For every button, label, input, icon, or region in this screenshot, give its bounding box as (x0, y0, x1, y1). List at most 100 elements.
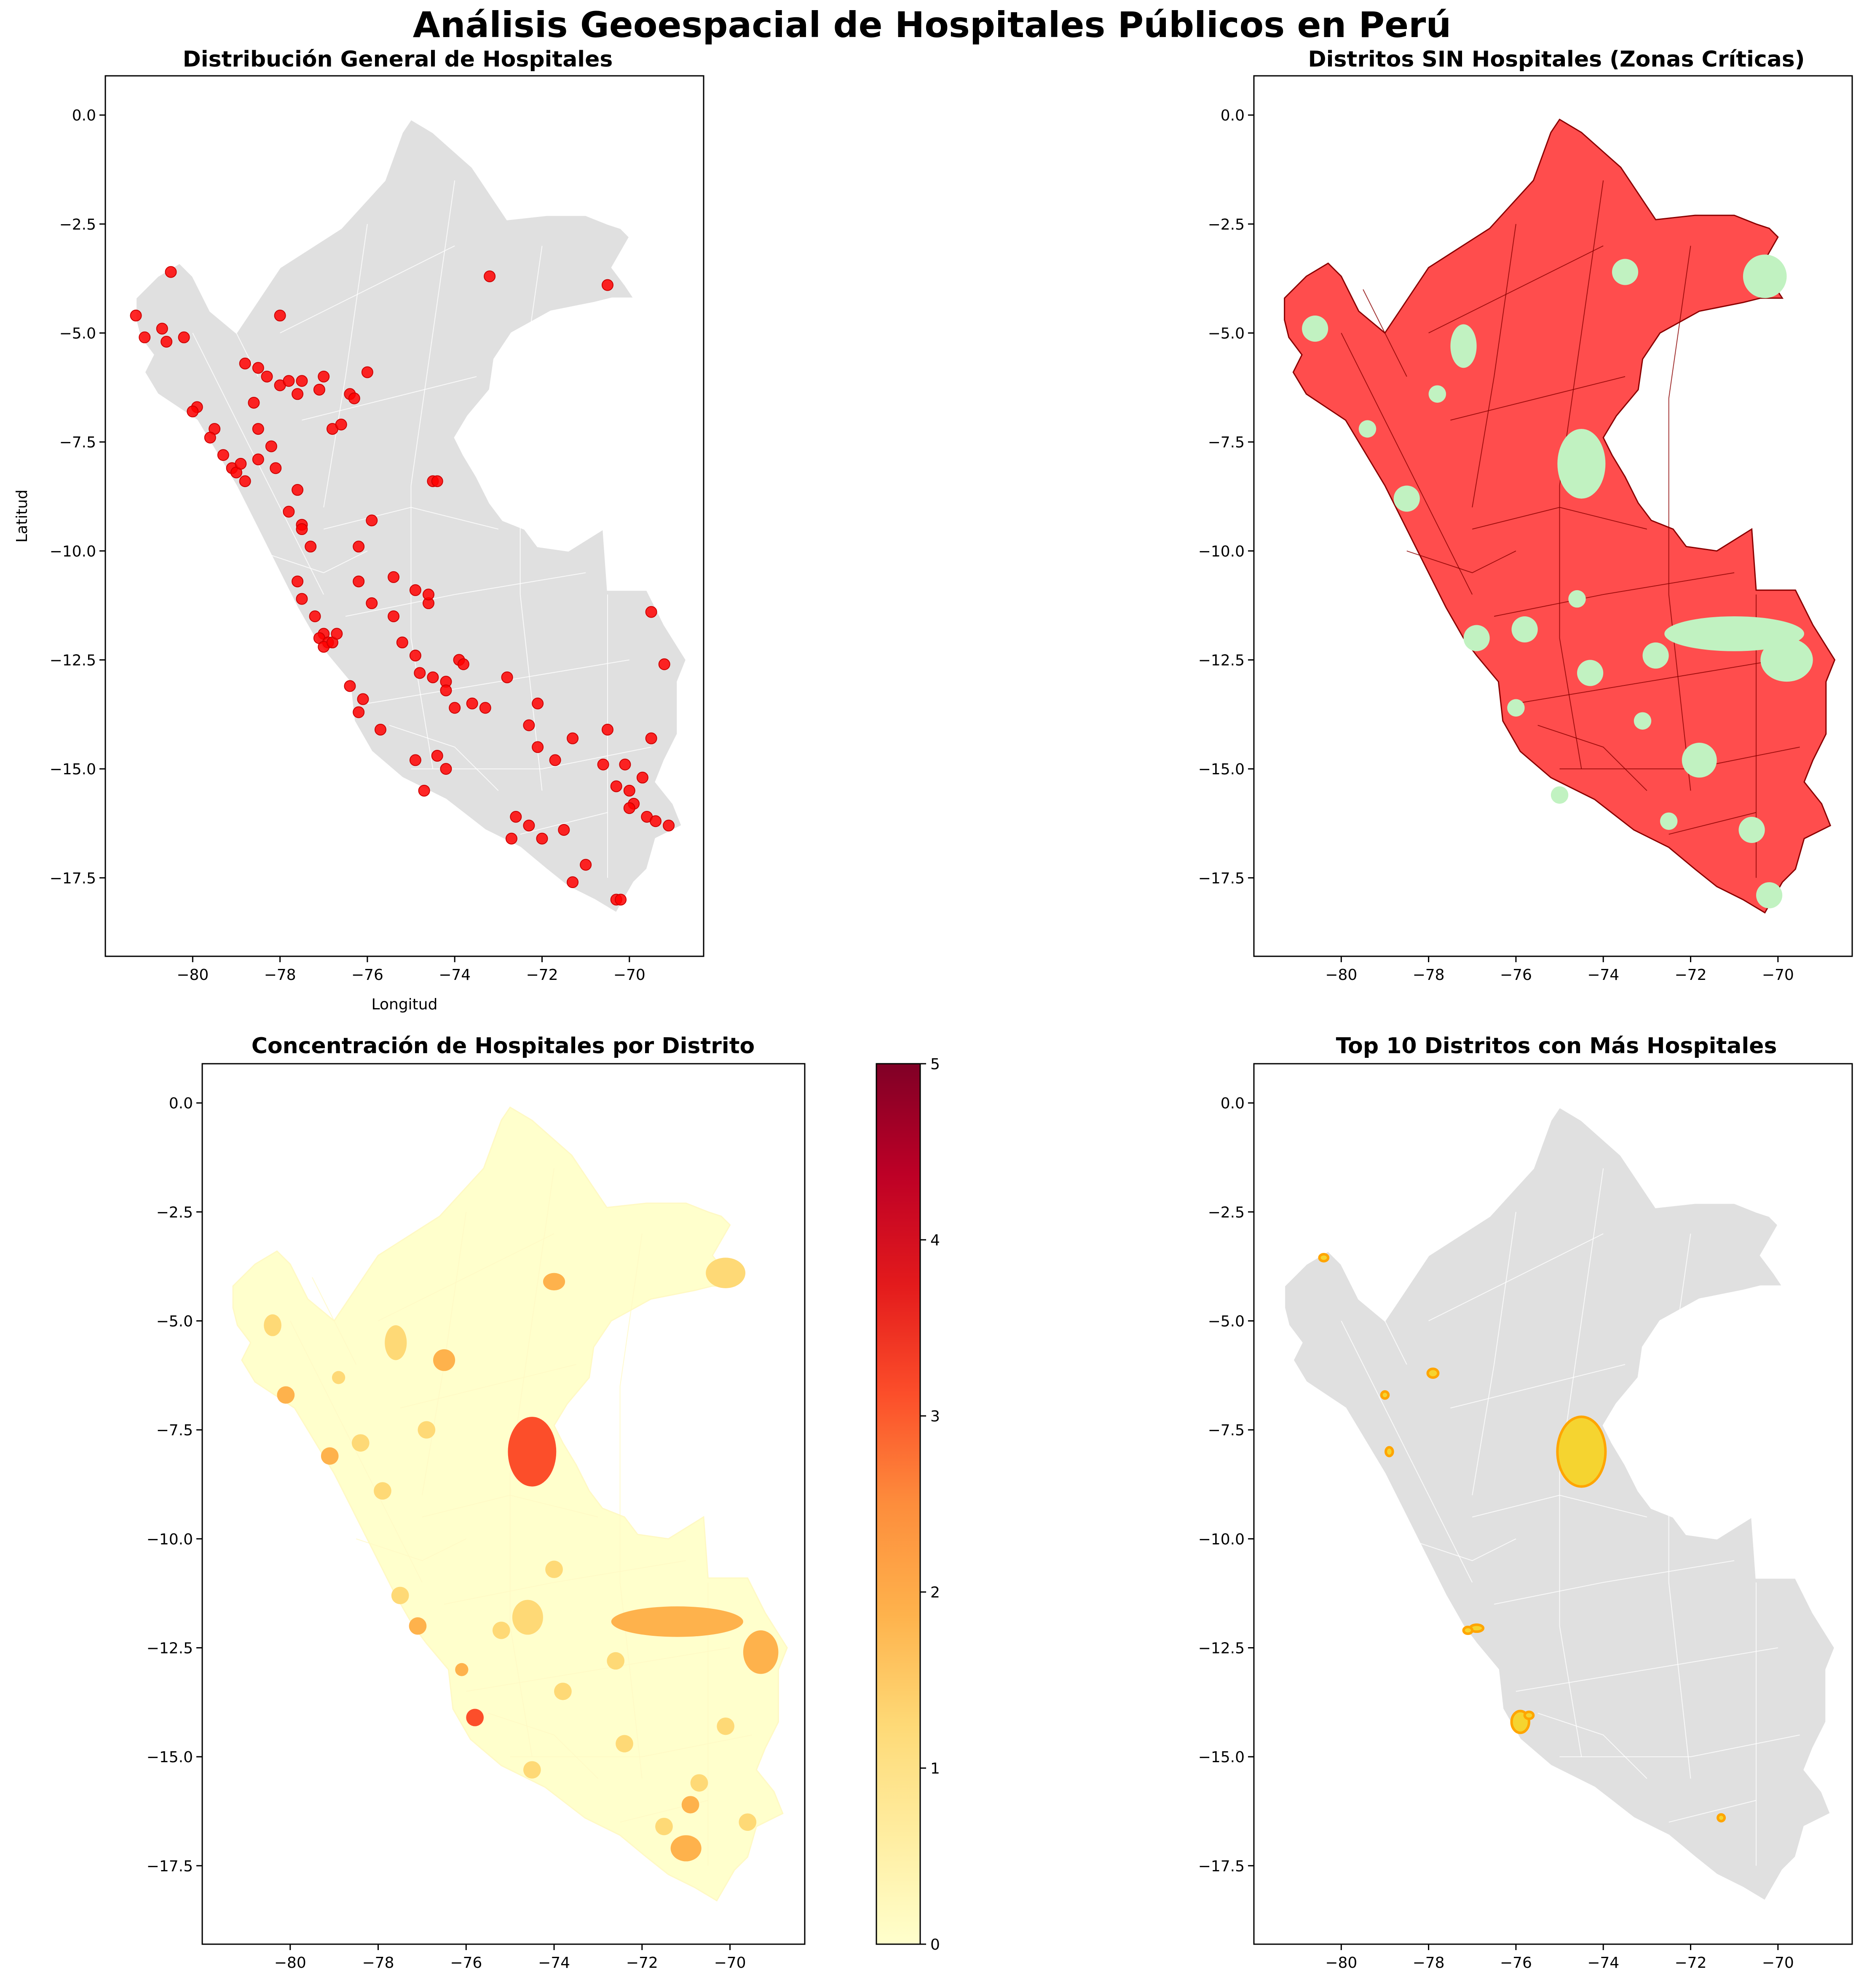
district-border (312, 1277, 357, 1365)
district-border (1668, 1800, 1757, 1823)
x-tick-label: −78 (362, 1954, 394, 1972)
district-concentration (409, 1617, 427, 1635)
y-tick-label: −2.5 (1208, 1204, 1245, 1221)
hospital-point (252, 423, 264, 435)
x-tick-label: −70 (1762, 1954, 1794, 1972)
district-concentration (545, 1560, 563, 1578)
hospital-point (292, 575, 304, 588)
district-border (1341, 332, 1473, 595)
hospital-point (418, 784, 430, 797)
district-concentration (374, 1482, 391, 1500)
district-border (400, 1364, 576, 1409)
y-tick-label: −12.5 (1198, 1640, 1245, 1657)
district-concentration (706, 1258, 746, 1288)
district-with-hospital (1551, 786, 1569, 804)
hospital-point (536, 832, 548, 845)
y-tick-label: −15.0 (1198, 1749, 1245, 1766)
hospital-point (318, 370, 330, 383)
hospital-point (623, 802, 635, 814)
district-concentration (655, 1817, 673, 1835)
hospital-point (567, 732, 579, 744)
axis-ticks-top10: −80 −78 −76 −74 −72 −70 0.0 −2.5 −5.0 −7.5 −10.0 −1… (1198, 1095, 1794, 1972)
hospital-point (156, 323, 168, 335)
y-tick-label: −7.5 (59, 434, 96, 451)
hospital-point (305, 540, 317, 553)
hospital-point (449, 702, 461, 714)
y-tick-label: −17.5 (50, 870, 96, 887)
hospital-point (558, 824, 570, 836)
y-tick-label: −17.5 (147, 1858, 193, 1875)
panel-critical-zones: Distritos SIN Hospitales (Zonas Críticas… (1198, 47, 1853, 984)
district-border (488, 1712, 599, 1779)
hospital-point (423, 589, 435, 601)
district-concentration (611, 1606, 743, 1637)
y-tick-label: −7.5 (1208, 1422, 1245, 1439)
district-border (1668, 1233, 1691, 1779)
district-concentration (616, 1735, 633, 1753)
district-concentration (492, 1621, 510, 1639)
y-tick-label: −10.0 (1198, 1531, 1245, 1548)
district-with-hospital (1507, 699, 1525, 717)
district-border (1537, 725, 1647, 791)
hospital-point (615, 894, 627, 906)
x-tick-label: −78 (1413, 1954, 1445, 1972)
district-border (1406, 550, 1516, 573)
y-tick-label: −2.5 (156, 1204, 193, 1221)
hospital-point (366, 597, 378, 609)
hospital-point (344, 680, 356, 692)
y-tick-label: −5.0 (59, 325, 96, 342)
x-tick-label: −80 (1325, 1954, 1357, 1972)
hospital-point (161, 336, 173, 348)
hospital-point (348, 392, 360, 404)
district-border (619, 1233, 643, 1779)
district-concentration (670, 1835, 702, 1862)
y-tick-label: −12.5 (50, 652, 96, 669)
hospital-point (663, 819, 675, 832)
hospital-point (388, 571, 400, 583)
district-border (378, 1233, 554, 1322)
hospital-point (252, 362, 264, 374)
x-tick-label: −80 (1325, 966, 1357, 984)
district-border (280, 245, 455, 334)
district-border (1494, 572, 1735, 617)
district-border (1472, 224, 1516, 508)
district-border (1537, 1712, 1647, 1779)
hospital-points (130, 266, 675, 906)
district-concentration (433, 1349, 455, 1371)
top-district (1385, 1446, 1394, 1458)
district-with-hospital (1642, 642, 1669, 669)
district-border (214, 289, 259, 377)
district-concentration (523, 1761, 541, 1779)
x-tick-label: −72 (626, 1954, 658, 1972)
top10-basemap (1284, 1106, 1836, 1902)
y-tick-label: −10.0 (1198, 543, 1245, 560)
hospital-point (440, 763, 452, 775)
hospital-point (501, 671, 513, 683)
hospital-point (187, 405, 199, 417)
hospital-point (523, 819, 535, 832)
x-tick-label: −74 (439, 966, 471, 984)
y-tick-label: −15.0 (50, 761, 96, 778)
panel-concentration: Concentración de Hospitales por Distrito… (147, 1033, 940, 1972)
district-border (520, 246, 543, 791)
hospital-point (649, 815, 662, 827)
district-border (1516, 659, 1778, 704)
hospital-point (645, 606, 657, 618)
y-tick-label: −2.5 (59, 216, 96, 233)
district-with-hospital (1756, 882, 1783, 909)
y-tick-label: −17.5 (1198, 870, 1245, 887)
top-district (1426, 1367, 1440, 1379)
y-tick-label: −10.0 (50, 543, 96, 560)
district-concentration (743, 1630, 779, 1674)
x-tick-label: −76 (351, 966, 383, 984)
hospital-point (130, 310, 142, 322)
district-concentration (543, 1273, 565, 1291)
hospital-point (414, 667, 426, 679)
y-tick-label: −5.0 (1208, 1313, 1245, 1330)
hospital-point (374, 723, 386, 736)
hospital-point (484, 270, 496, 282)
colorbar-tick-label: 2 (930, 1584, 940, 1601)
colorbar-tick-label: 4 (930, 1232, 940, 1249)
hospital-point (645, 732, 657, 744)
hospital-point (427, 671, 439, 683)
